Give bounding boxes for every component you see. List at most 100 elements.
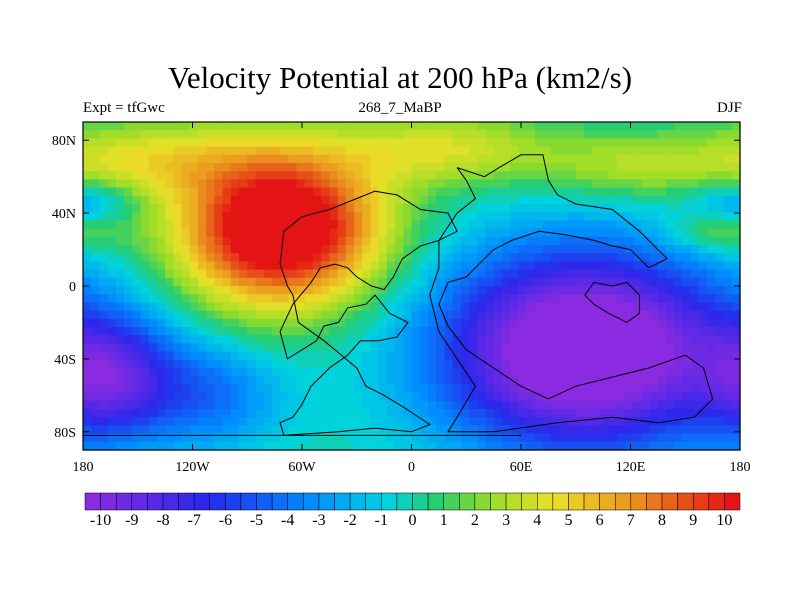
field-cell: [222, 417, 232, 426]
field-cell: [124, 204, 133, 213]
field-cell: [649, 245, 659, 254]
field-cell: [551, 318, 560, 328]
field-cell: [83, 220, 92, 230]
colorbar-swatch: [459, 492, 476, 511]
field-cell: [288, 335, 298, 344]
field-cell: [526, 154, 536, 164]
field-cell: [386, 368, 396, 377]
field-cell: [452, 146, 462, 156]
field-cell: [657, 261, 667, 271]
field-cell: [354, 163, 363, 172]
field-cell: [485, 220, 495, 230]
field-cell: [690, 400, 700, 410]
field-cell: [583, 236, 593, 246]
field-cell: [197, 318, 207, 328]
field-cell: [115, 261, 125, 271]
field-cell: [321, 138, 330, 148]
field-cell: [386, 122, 396, 131]
field-cell: [583, 269, 593, 279]
field-cell: [625, 220, 634, 230]
field-cell: [493, 310, 503, 320]
field-cell: [329, 146, 339, 156]
field-cell: [214, 138, 224, 148]
field-cell: [83, 138, 92, 148]
field-cell: [181, 335, 191, 344]
field-cell: [501, 302, 511, 312]
field-cell: [197, 195, 207, 205]
field-cell: [255, 253, 265, 262]
field-cell: [485, 318, 495, 328]
field-cell: [542, 335, 552, 344]
field-cell: [206, 179, 215, 189]
field-cell: [197, 327, 207, 336]
field-cell: [140, 425, 150, 435]
field-cell: [666, 310, 675, 320]
field-cell: [559, 335, 569, 344]
field-cell: [649, 351, 659, 361]
field-cell: [510, 376, 519, 385]
field-cell: [723, 318, 733, 328]
field-cell: [460, 130, 470, 139]
field-cell: [518, 294, 528, 303]
field-cell: [263, 327, 273, 336]
field-cell: [337, 302, 347, 312]
field-cell: [263, 368, 273, 377]
field-cell: [575, 122, 585, 131]
field-cell: [312, 433, 322, 443]
field-cell: [255, 187, 265, 197]
field-cell: [107, 425, 117, 435]
field-cell: [444, 261, 454, 271]
field-cell: [354, 376, 363, 385]
field-cell: [485, 261, 495, 271]
field-cell: [510, 228, 519, 238]
field-cell: [395, 171, 404, 180]
field-cell: [214, 171, 224, 180]
field-cell: [600, 318, 610, 328]
field-cell: [214, 269, 224, 279]
field-cell: [214, 253, 224, 262]
field-cell: [518, 335, 528, 344]
field-cell: [403, 236, 413, 246]
field-cell: [518, 236, 528, 246]
field-cell: [485, 294, 495, 303]
field-cell: [337, 409, 347, 418]
field-cell: [345, 359, 355, 369]
field-cell: [707, 277, 716, 287]
field-cell: [427, 359, 437, 369]
field-cell: [140, 146, 150, 156]
field-cell: [189, 253, 199, 262]
field-cell: [707, 220, 716, 230]
field-cell: [592, 163, 601, 172]
field-cell: [370, 204, 380, 213]
field-cell: [312, 220, 322, 230]
field-cell: [690, 245, 700, 254]
colorbar-swatch: [115, 492, 133, 511]
field-cell: [608, 327, 618, 336]
field-cell: [222, 368, 232, 377]
field-cell: [460, 392, 470, 402]
field-cell: [403, 163, 413, 172]
field-cell: [181, 212, 191, 221]
field-cell: [263, 310, 273, 320]
field-cell: [723, 302, 733, 312]
field-cell: [493, 122, 503, 131]
field-cell: [608, 409, 618, 418]
field-cell: [419, 359, 429, 369]
field-cell: [370, 236, 380, 246]
field-cell: [510, 220, 519, 230]
field-cell: [288, 400, 298, 410]
field-cell: [296, 384, 306, 394]
field-cell: [567, 277, 577, 287]
field-cell: [181, 294, 191, 303]
field-cell: [468, 212, 478, 221]
field-cell: [559, 163, 569, 172]
field-cell: [173, 122, 183, 131]
field-cell: [337, 187, 347, 197]
field-cell: [345, 441, 355, 451]
field-cell: [485, 425, 495, 435]
field-cell: [329, 335, 339, 344]
field-cell: [592, 335, 601, 344]
field-cell: [436, 179, 445, 189]
field-cell: [707, 269, 716, 279]
field-cell: [312, 187, 322, 197]
